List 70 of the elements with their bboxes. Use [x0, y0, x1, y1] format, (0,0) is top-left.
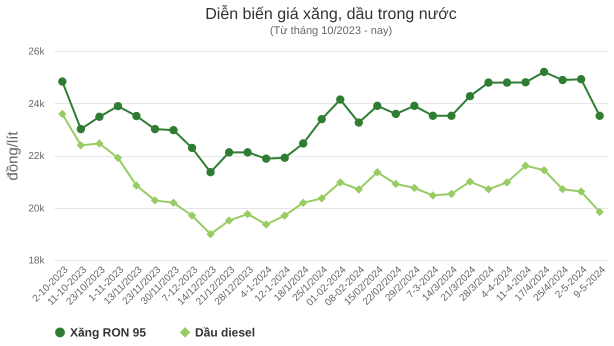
point [428, 112, 438, 120]
point [318, 115, 326, 124]
point [558, 185, 567, 194]
point [132, 181, 141, 190]
point [576, 187, 586, 196]
point [224, 216, 234, 225]
legend-label: Xăng RON 95 [70, 325, 146, 340]
point [318, 194, 326, 203]
point [558, 76, 567, 84]
point [410, 184, 419, 192]
point [392, 180, 400, 188]
point [206, 230, 215, 238]
point [243, 148, 252, 157]
point [466, 92, 474, 100]
point [373, 168, 382, 176]
point [299, 139, 308, 148]
point [114, 154, 122, 162]
point [299, 198, 308, 207]
y-axis-title: đồng/lít [4, 130, 22, 181]
point [502, 178, 512, 187]
point [262, 220, 270, 229]
y-tick-label: 20k [28, 203, 46, 214]
point [392, 110, 400, 118]
point [484, 185, 493, 194]
point [76, 124, 86, 134]
point [76, 141, 86, 150]
point [336, 95, 344, 104]
point [169, 198, 178, 207]
point [540, 166, 548, 174]
point [188, 211, 196, 220]
point [521, 162, 530, 170]
point [169, 126, 178, 134]
point [595, 208, 604, 216]
point [280, 211, 289, 220]
point [58, 77, 67, 86]
point [521, 78, 530, 87]
point [280, 154, 289, 162]
point [336, 178, 344, 187]
point [373, 102, 382, 110]
legend-label: Dầu diesel [195, 325, 256, 340]
point [188, 144, 196, 152]
point [595, 112, 604, 120]
point [428, 191, 438, 200]
y-tick-label: 24k [28, 98, 46, 110]
point [410, 102, 419, 110]
point [58, 110, 67, 118]
point [466, 177, 474, 186]
point [447, 190, 456, 198]
y-tick-label: 22k [28, 151, 46, 162]
point [354, 185, 363, 194]
chart-title: Diễn biến giá xăng, dầu trong nước [205, 5, 457, 23]
point [262, 154, 270, 163]
point [95, 139, 104, 148]
point [95, 112, 104, 122]
point [502, 78, 512, 87]
point [224, 148, 234, 157]
point [576, 75, 586, 84]
point [114, 102, 122, 110]
point [150, 196, 160, 205]
point [354, 118, 363, 127]
point [243, 210, 252, 218]
point [484, 78, 493, 87]
point [206, 168, 215, 176]
y-tick-label: 26k [28, 46, 46, 58]
point [150, 124, 160, 134]
chart-subtitle: (Từ tháng 10/2023 - nay) [270, 25, 392, 37]
point [447, 112, 456, 120]
point [132, 112, 141, 120]
y-tick-label: 18k [28, 256, 46, 266]
point [540, 68, 548, 76]
